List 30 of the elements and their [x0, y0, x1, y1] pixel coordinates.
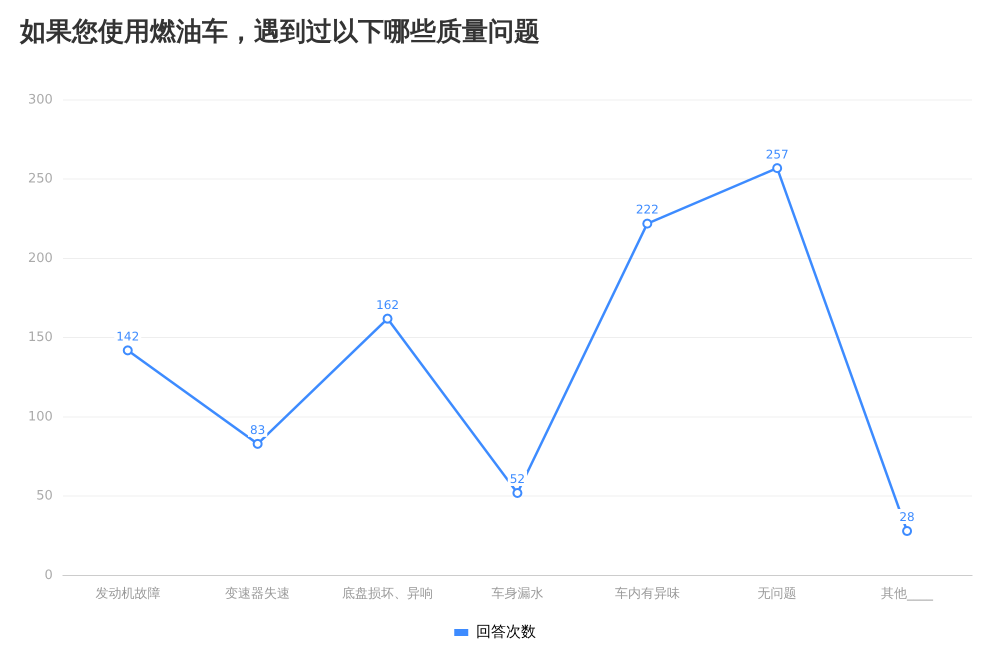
- data-label: 257: [766, 147, 789, 162]
- y-tick-label: 0: [44, 568, 53, 583]
- x-tick-label: 车内有异味: [614, 586, 680, 602]
- point: [512, 488, 522, 498]
- x-tick-label: 变速器失速: [225, 586, 290, 602]
- y-tick-label: 150: [28, 330, 53, 346]
- point: [252, 438, 263, 449]
- x-tick-label: 车身漏水: [491, 586, 544, 602]
- legend-label: 回答次数: [476, 622, 536, 640]
- x-tick-label: 无问题: [758, 586, 797, 602]
- point: [642, 218, 652, 229]
- y-tick-label: 100: [28, 409, 53, 424]
- data-label: 83: [250, 423, 266, 437]
- data-label: 28: [899, 510, 915, 524]
- point: [122, 345, 133, 356]
- x-tick-label: 底盘损坏、异响: [342, 586, 434, 602]
- y-tick-label: 250: [28, 172, 53, 187]
- point: [382, 314, 393, 324]
- point: [902, 526, 912, 536]
- data-label: 222: [636, 202, 659, 217]
- x-tick-label: 发动机故障: [95, 586, 160, 602]
- x-tick-label: 其他____: [881, 586, 934, 602]
- y-tick-label: 50: [36, 488, 53, 504]
- y-tick-label: 300: [28, 92, 53, 108]
- chart-title: 如果您使用燃油车，遇到过以下哪些质量问题: [18, 16, 541, 49]
- data-label: 162: [376, 298, 399, 312]
- point: [772, 163, 782, 174]
- y-tick-label: 200: [28, 250, 53, 266]
- data-label: 52: [510, 472, 526, 486]
- data-label: 142: [116, 330, 140, 344]
